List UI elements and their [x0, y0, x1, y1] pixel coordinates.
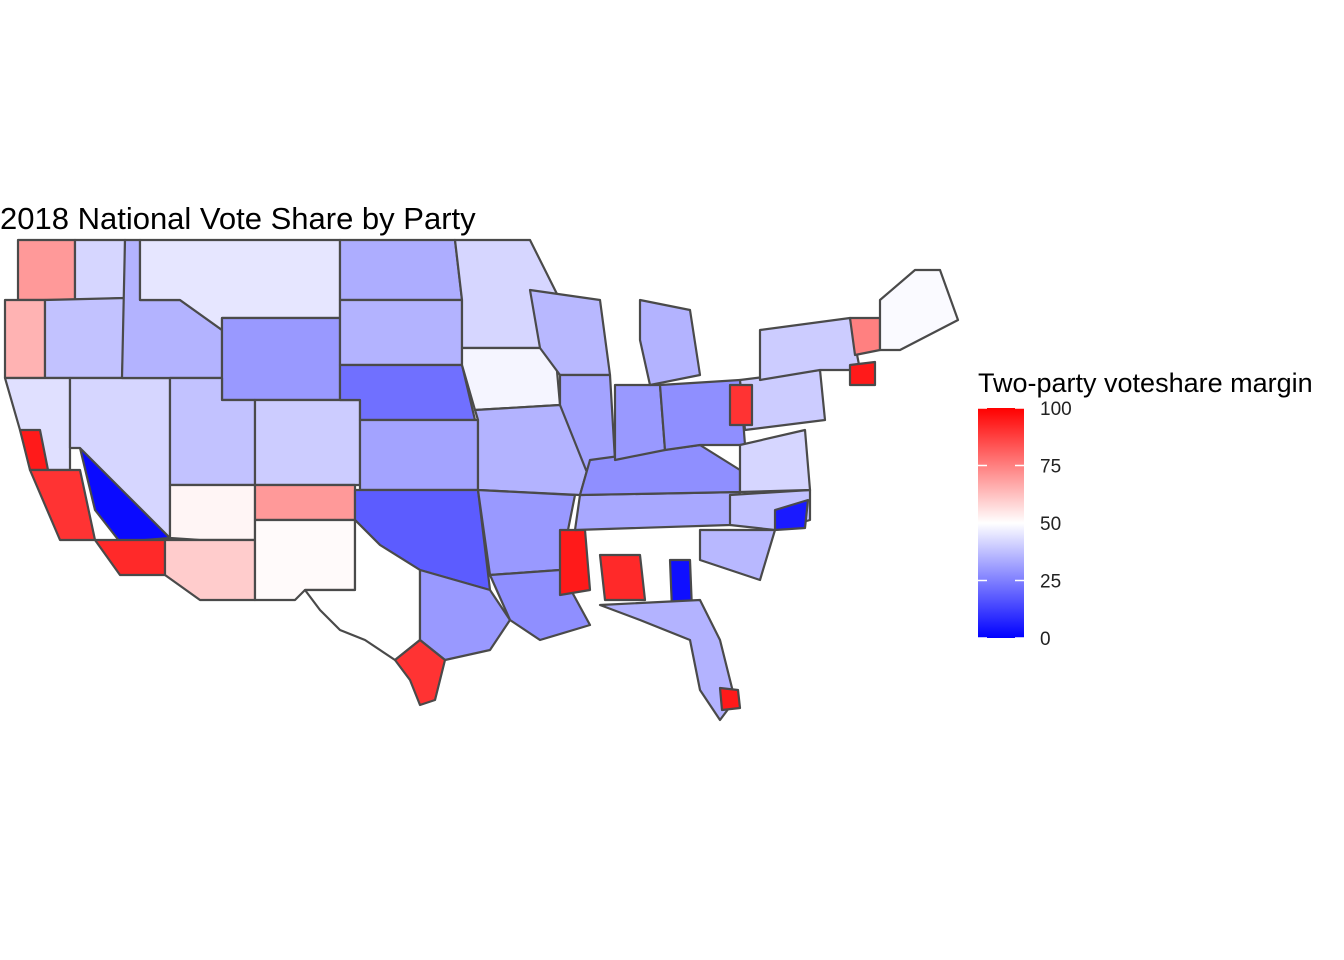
district-ia	[460, 346, 562, 412]
district-az-north	[168, 483, 257, 542]
district-or-east	[43, 296, 127, 380]
district-al	[598, 553, 647, 602]
district-nd	[338, 238, 464, 302]
district-ne	[338, 363, 477, 422]
district-wa-east	[73, 238, 127, 302]
legend-tick-label: 100	[1040, 399, 1072, 420]
district-fl-south	[718, 686, 742, 712]
district-nc-east	[773, 498, 810, 532]
district-pa-west	[728, 383, 754, 427]
district-ms	[558, 528, 592, 597]
district-tn	[573, 490, 742, 532]
district-ks	[358, 418, 480, 492]
district-sd	[338, 298, 464, 367]
district-oh	[658, 378, 747, 452]
district-map	[3, 238, 960, 722]
legend-tick-label: 0	[1040, 629, 1051, 650]
district-or-coast	[3, 298, 47, 380]
legend-ticks: 100 75 50 25 0	[978, 399, 1072, 650]
district-mi	[638, 298, 702, 387]
district-ny	[758, 316, 862, 382]
district-nm-north	[253, 483, 357, 522]
district-co	[253, 398, 362, 487]
district-wy	[220, 316, 342, 402]
district-vt	[848, 316, 882, 357]
district-az-south	[163, 538, 257, 602]
chart-title: 2018 National Vote Share by Party	[0, 201, 476, 236]
legend-tick-label: 50	[1040, 514, 1061, 535]
legend-title: Two-party voteshare margin	[978, 368, 1313, 398]
district-sc	[698, 528, 777, 582]
district-va	[738, 428, 812, 494]
color-legend: Two-party voteshare margin 100 75 50 25 0	[978, 368, 1313, 650]
district-me	[878, 268, 960, 352]
district-ca-south	[93, 538, 167, 577]
district-ma	[848, 360, 877, 387]
district-nm	[253, 518, 357, 602]
district-in	[613, 383, 667, 462]
district-fl	[598, 598, 737, 722]
district-wa-west	[16, 238, 77, 302]
district-ca-central	[28, 468, 97, 542]
legend-tick-label: 75	[1040, 457, 1061, 478]
legend-tick-label: 25	[1040, 572, 1061, 593]
district-tx-south	[393, 638, 447, 707]
